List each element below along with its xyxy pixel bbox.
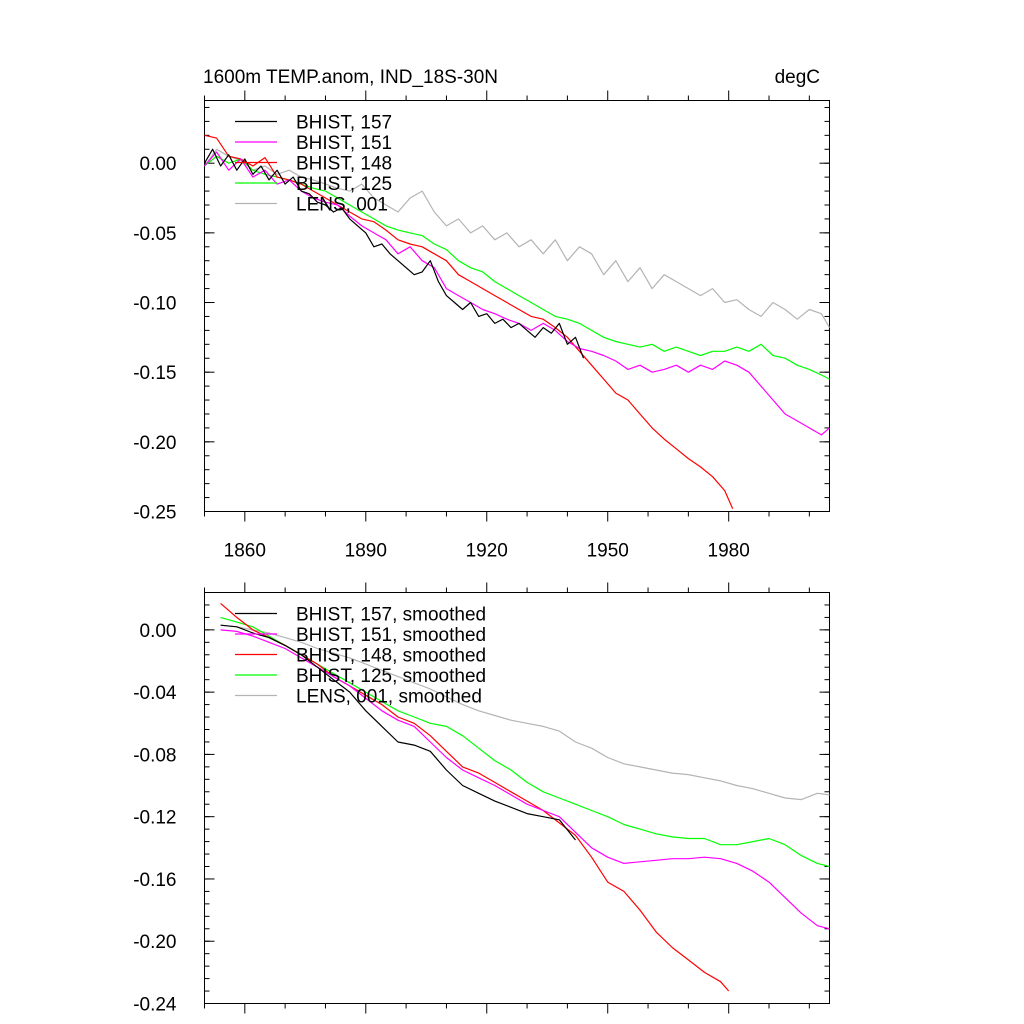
legend-label: BHIST, 125, smoothed [296, 666, 486, 687]
y-tick-label: -0.20 [133, 433, 176, 454]
y-tick-label: -0.10 [133, 294, 176, 315]
chart-title: 1600m TEMP.anom, IND_18S-30N [203, 67, 498, 88]
y-tick-label: -0.05 [133, 224, 176, 245]
legend-label: BHIST, 125 [296, 174, 392, 195]
plot-frame [204, 592, 830, 1004]
plot-frame [204, 100, 830, 512]
series-line [204, 148, 831, 328]
x-tick-label: 1980 [708, 541, 750, 562]
series-line [204, 155, 830, 380]
legend-label: BHIST, 151, smoothed [296, 625, 486, 646]
y-tick-label: -0.16 [133, 870, 176, 891]
legend-label: BHIST, 157, smoothed [296, 605, 486, 626]
bottom-panel: 0.00 -0.04 -0.08 -0.12 -0.16 -0.20 -0.24 BHIST… [133, 582, 830, 1016]
series-line [220, 616, 830, 868]
legend-label: BHIST, 151 [296, 133, 392, 154]
series-line [220, 624, 576, 841]
series-line [220, 602, 730, 992]
y-tick-label: -0.08 [133, 745, 176, 766]
units-label: degC [775, 67, 820, 88]
y-tick-label: -0.12 [133, 808, 176, 829]
y-tick-label: -0.04 [133, 683, 177, 704]
axes: 1860 1890 1920 1950 1980 0.00 -0.05 -0.10 -0.15 -… [133, 90, 830, 562]
x-tick-label: 1920 [466, 541, 508, 562]
series-line [204, 134, 734, 509]
legend-label: LENS, 001, smoothed [296, 687, 482, 708]
series-line [203, 148, 585, 359]
axes: 0.00 -0.04 -0.08 -0.12 -0.16 -0.20 -0.24 [133, 582, 830, 1016]
legend-label: LENS, 001 [296, 195, 388, 216]
legend-label: BHIST, 148 [296, 154, 392, 175]
x-tick-label: 1890 [345, 541, 387, 562]
y-tick-label: -0.24 [133, 995, 177, 1016]
series-lines [203, 134, 831, 509]
legend-label: BHIST, 157 [296, 113, 392, 134]
series-lines [220, 602, 830, 992]
y-tick-label: 0.00 [140, 621, 177, 642]
legend-label: BHIST, 148, smoothed [296, 646, 486, 667]
y-tick-label: -0.20 [133, 932, 176, 953]
x-tick-label: 1950 [587, 541, 629, 562]
series-line [220, 624, 830, 801]
top-panel: 1600m TEMP.anom, IND_18S-30N degC 1860 18… [133, 67, 831, 562]
x-tick-label: 1860 [224, 541, 266, 562]
series-line [220, 629, 830, 930]
y-tick-label: 0.00 [140, 154, 177, 175]
y-tick-label: -0.25 [133, 503, 176, 524]
y-tick-label: -0.15 [133, 363, 176, 384]
